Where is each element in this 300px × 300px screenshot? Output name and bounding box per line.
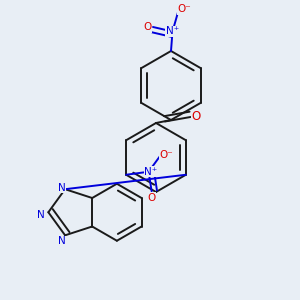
Text: N: N: [58, 236, 66, 246]
Text: N⁺: N⁺: [144, 167, 158, 177]
Text: N: N: [58, 183, 66, 193]
Text: N: N: [37, 210, 45, 220]
Text: O: O: [148, 193, 156, 203]
Text: O: O: [191, 110, 200, 124]
Text: O: O: [143, 22, 152, 32]
Text: O⁻: O⁻: [159, 150, 173, 160]
Text: N⁺: N⁺: [166, 26, 179, 37]
Text: O⁻: O⁻: [177, 4, 191, 14]
